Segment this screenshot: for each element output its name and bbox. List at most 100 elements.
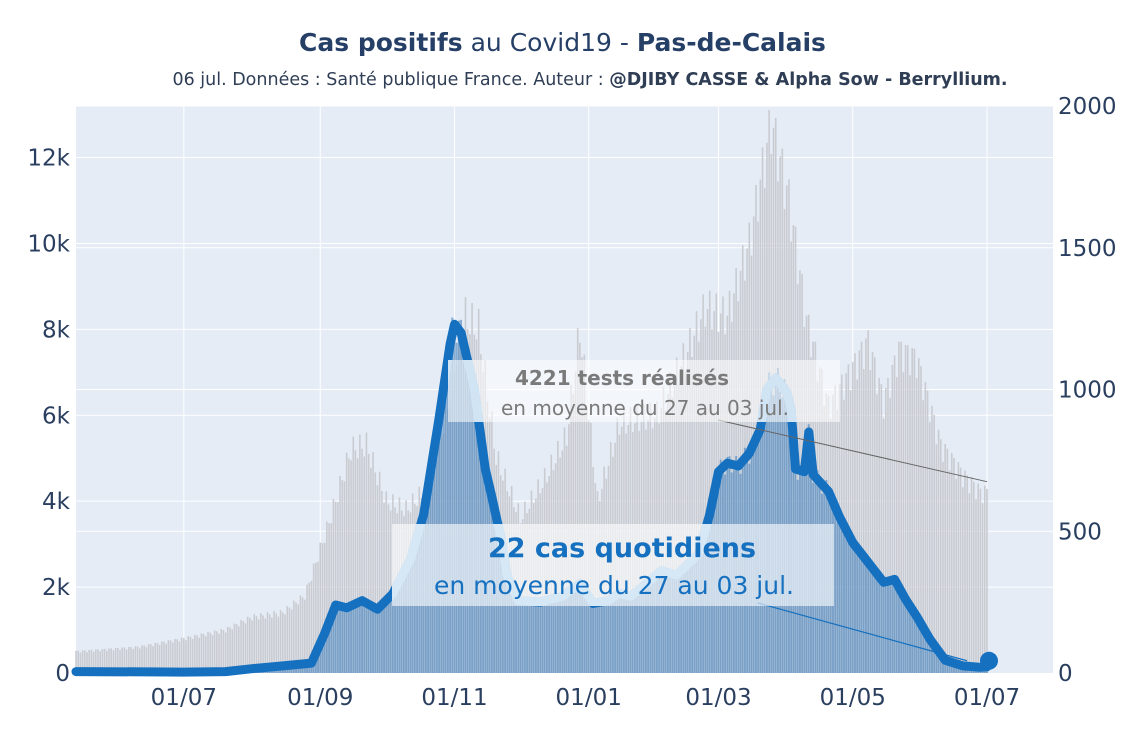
tests-bar xyxy=(249,617,251,673)
tests-bar xyxy=(356,458,359,673)
cases-bar xyxy=(897,583,900,673)
cases-bar xyxy=(367,604,370,673)
tests-bar xyxy=(935,444,938,673)
tests-bar xyxy=(691,356,693,673)
tests-bar xyxy=(253,614,256,673)
cases-bar xyxy=(319,642,322,673)
tests-bar xyxy=(708,290,711,673)
tests-bar xyxy=(222,630,225,673)
tests-bar xyxy=(218,633,220,673)
cases-bar xyxy=(446,374,449,673)
cases-bar xyxy=(442,374,445,673)
cases-bar xyxy=(908,607,911,673)
cases-bar xyxy=(530,601,533,673)
tests-bar xyxy=(887,378,889,673)
cases-bar xyxy=(611,597,614,673)
tests-bar xyxy=(211,635,214,673)
tests-bar xyxy=(275,613,278,673)
tests-bar xyxy=(953,458,955,673)
tests-bar xyxy=(227,626,229,673)
cases-bar xyxy=(385,597,388,673)
cases-bar xyxy=(882,578,885,673)
cases-bar xyxy=(574,585,577,673)
tests-bar xyxy=(986,488,988,673)
x-axis: 01/07 01/09 01/11 01/01 01/03 01/05 01/07 xyxy=(151,685,1020,711)
tests-bar xyxy=(99,651,101,673)
tests-bar xyxy=(680,366,682,673)
tests-bar xyxy=(343,481,346,673)
cases-bar xyxy=(369,602,372,673)
cases-bar xyxy=(347,608,350,673)
tests-bar xyxy=(869,370,872,673)
cases-bar xyxy=(649,583,652,673)
tests-bar xyxy=(321,543,324,673)
cases-bar xyxy=(607,600,610,673)
tests-bar xyxy=(348,458,350,673)
cases-bar xyxy=(444,370,447,673)
tests-bar xyxy=(847,364,850,673)
cases-bar xyxy=(378,604,381,673)
cases-bar xyxy=(858,545,861,673)
cases-bar xyxy=(950,662,953,673)
cases-bar xyxy=(911,612,914,673)
tests-bar xyxy=(266,612,269,673)
tests-bar xyxy=(372,452,374,673)
cases-bar xyxy=(328,620,331,673)
cases-bar xyxy=(550,598,553,673)
cases-bar xyxy=(596,600,599,673)
cases-bar xyxy=(633,597,636,673)
y-left-tick-4: 8k xyxy=(42,317,71,343)
cases-bar xyxy=(946,660,949,673)
cases-bar xyxy=(889,577,892,673)
tests-bar xyxy=(139,648,141,673)
x-tick-2: 01/11 xyxy=(421,685,487,711)
y-left-tick-6: 12k xyxy=(27,146,70,172)
annotation-tests: 4221 tests réalisés en moyenne du 27 au … xyxy=(448,360,988,483)
cases-bar xyxy=(928,639,931,673)
tests-bar xyxy=(90,649,93,673)
tests-bar xyxy=(165,643,168,673)
tests-bar xyxy=(882,418,885,673)
tests-bar xyxy=(257,619,260,673)
tests-bar xyxy=(948,470,951,673)
tests-bar xyxy=(689,327,691,673)
cases-bar xyxy=(301,664,304,673)
cases-bar xyxy=(622,592,625,673)
tests-bar xyxy=(216,631,218,673)
tests-bar xyxy=(583,354,586,673)
cases-bar xyxy=(563,593,566,673)
tests-bar xyxy=(202,634,205,673)
cases-bar xyxy=(510,588,513,673)
cases-bar xyxy=(878,581,881,673)
cases-bar xyxy=(915,614,918,673)
tests-bar xyxy=(339,475,341,673)
tests-bar xyxy=(196,635,198,673)
tests-bar xyxy=(207,631,209,673)
x-tick-5: 01/05 xyxy=(820,685,886,711)
tests-bar xyxy=(125,649,128,673)
tests-bar xyxy=(306,584,308,673)
cases-bar xyxy=(680,568,683,673)
y-left-tick-1: 2k xyxy=(42,575,71,601)
cases-bar xyxy=(358,603,361,673)
tests-bar xyxy=(86,652,88,673)
cases-bar xyxy=(504,568,507,673)
cases-bar xyxy=(627,597,630,673)
tests-bar xyxy=(154,642,157,673)
cases-bar xyxy=(862,560,865,673)
cases-bar xyxy=(669,571,672,673)
tests-bar xyxy=(299,595,302,673)
cases-bar xyxy=(585,597,588,673)
tests-bar xyxy=(290,609,293,673)
tests-bar xyxy=(376,485,379,673)
tests-bar xyxy=(957,462,960,673)
tests-bar xyxy=(332,499,335,673)
tests-bar xyxy=(911,348,913,673)
tests-bar xyxy=(108,648,110,673)
tests-bar xyxy=(205,636,207,673)
cases-bar xyxy=(666,577,669,673)
tests-bar xyxy=(576,328,579,673)
tests-bar xyxy=(383,502,385,673)
tests-bar xyxy=(359,434,361,673)
tests-bar xyxy=(88,649,90,673)
